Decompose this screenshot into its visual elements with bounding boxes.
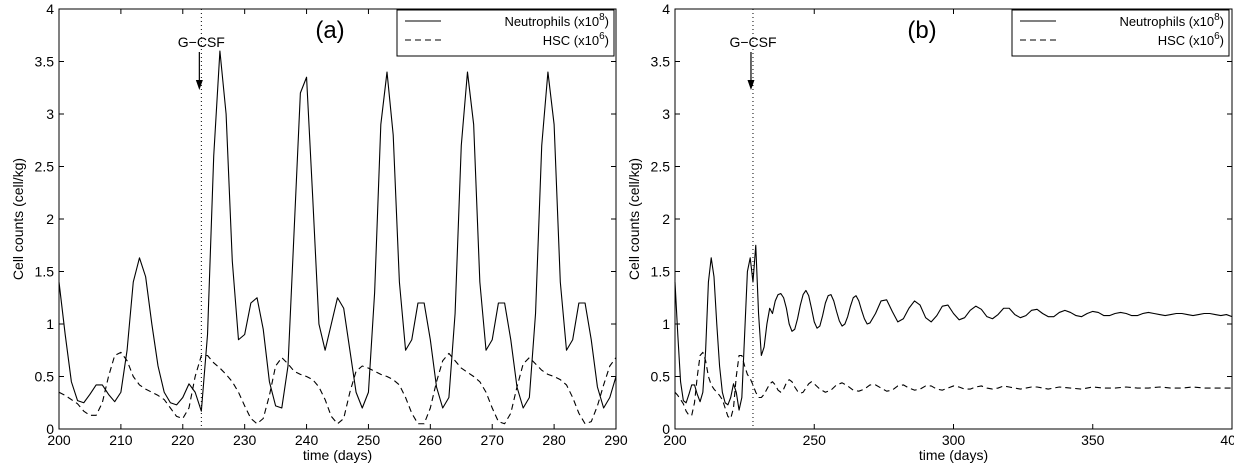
legend-label-suffix: ) [605, 33, 609, 48]
legend-label-hsc: HSC (x106) [1158, 31, 1224, 48]
y-tick-label: 0 [662, 421, 670, 437]
legend-label-superscript: 8 [1214, 12, 1220, 23]
y-tick-label: 4 [46, 1, 54, 17]
legend: Neutrophils (x108)HSC (x106) [396, 9, 615, 57]
y-tick-label: 3 [46, 106, 54, 122]
y-tick-label: 4 [662, 1, 670, 17]
x-tick-label: 270 [481, 432, 505, 448]
legend-label-neutrophils: Neutrophils (x108) [504, 12, 609, 29]
y-tick-label: 0 [46, 421, 54, 437]
x-tick-label: 400 [1220, 432, 1234, 448]
y-tick-label: 3.5 [651, 54, 671, 70]
x-tick-label: 350 [1081, 432, 1105, 448]
gcsf-annotation-label: G−CSF [729, 34, 776, 50]
y-tick-label: 3.5 [35, 54, 55, 70]
legend-label-hsc: HSC (x106) [543, 31, 609, 48]
legend-box [1011, 9, 1230, 57]
legend-label-neutrophils: Neutrophils (x108) [1119, 12, 1224, 29]
x-tick-label: 220 [171, 432, 195, 448]
y-tick-label: 0.5 [35, 369, 55, 385]
y-tick-label: 0.5 [651, 369, 671, 385]
x-tick-label: 230 [233, 432, 257, 448]
x-tick-label: 250 [803, 432, 827, 448]
y-tick-label: 2 [46, 211, 54, 227]
neutrophils-series-line [674, 244, 1233, 411]
y-tick-label: 2.5 [35, 159, 55, 175]
legend-label-text: Neutrophils (x10 [504, 14, 599, 29]
y-tick-label: 2.5 [651, 159, 671, 175]
x-tick-label: 280 [542, 432, 566, 448]
axes-box [58, 8, 617, 430]
hsc-series-line [58, 351, 617, 425]
y-tick-label: 3 [662, 106, 670, 122]
x-tick-label: 290 [604, 432, 628, 448]
gcsf-arrow-icon [747, 80, 755, 90]
legend-label-text: Neutrophils (x10 [1119, 14, 1214, 29]
x-tick-label: 240 [295, 432, 319, 448]
hsc-series-line [674, 351, 1232, 420]
panel-label: (b) [907, 17, 936, 44]
legend-label-suffix: ) [605, 14, 609, 29]
legend-box [396, 9, 615, 57]
y-tick-label: 1 [46, 316, 54, 332]
gcsf-arrow-icon [195, 80, 203, 90]
x-axis-label: time (days) [919, 447, 988, 463]
panel-a: 200 210 220 230 240 250 260 270 280 290 0 0.5 1 1.5 2 2… [10, 1, 628, 463]
legend-label-superscript: 8 [599, 12, 605, 23]
legend-label-superscript: 6 [1214, 31, 1220, 42]
legend-label-suffix: ) [1220, 14, 1224, 29]
y-tick-label: 1.5 [651, 264, 671, 280]
panel-label: (a) [315, 17, 344, 44]
x-tick-label: 200 [47, 432, 71, 448]
y-tick-label: 1.5 [35, 264, 55, 280]
y-tick-label: 2 [662, 211, 670, 227]
y-tick-label: 1 [662, 316, 670, 332]
x-tick-label: 200 [663, 432, 687, 448]
legend-label-superscript: 6 [599, 31, 605, 42]
x-tick-label: 250 [357, 432, 381, 448]
legend-label-suffix: ) [1220, 33, 1224, 48]
neutrophils-series-line [58, 50, 617, 412]
x-tick-label: 210 [109, 432, 133, 448]
axes-box [674, 8, 1233, 430]
y-axis-label: Cell counts (cell/kg) [10, 158, 26, 280]
gcsf-annotation-label: G−CSF [178, 34, 225, 50]
legend-label-text: HSC (x10 [1158, 33, 1214, 48]
x-axis-label: time (days) [303, 447, 372, 463]
legend-label-text: HSC (x10 [543, 33, 599, 48]
panel-b: 200 250 300 350 400 0 0.5 1 1.5 2 2.5 3 3.5 4 time (da… [626, 1, 1234, 463]
y-axis-label: Cell counts (cell/kg) [626, 158, 642, 280]
legend: Neutrophils (x108)HSC (x106) [1011, 9, 1230, 57]
x-tick-label: 260 [419, 432, 443, 448]
x-tick-label: 300 [942, 432, 966, 448]
